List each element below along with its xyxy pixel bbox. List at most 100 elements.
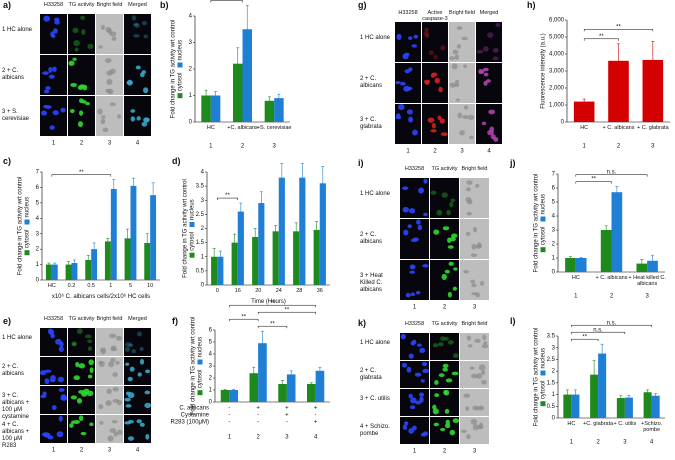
bar (124, 238, 131, 280)
lane-number: 3 (285, 435, 289, 441)
cell (466, 335, 471, 341)
column-header: Bright field (449, 10, 475, 16)
bar (264, 100, 275, 122)
cell (144, 117, 150, 122)
treatment-mark: - (286, 420, 288, 426)
bar (210, 95, 221, 122)
cell (72, 27, 79, 34)
column-header: Bright field (96, 2, 123, 8)
legend: cytosol nucleus (197, 337, 204, 396)
row-label: 1 HC alone (360, 35, 391, 41)
legend-label: nucleus (541, 348, 547, 369)
treatment-mark: + (314, 420, 318, 426)
cell (409, 270, 416, 274)
x-tick-label: 0.5 (87, 283, 95, 289)
y-tick-label: 2 (201, 226, 205, 232)
x-tick-label: HC (571, 275, 580, 281)
cell (403, 85, 411, 92)
error-bar (245, 5, 249, 54)
cell (127, 392, 135, 399)
cell (126, 79, 133, 86)
lane-number: 2 (80, 448, 84, 454)
cell (115, 335, 122, 341)
bar (233, 63, 243, 122)
cell (76, 397, 83, 404)
column-header: Merged (128, 316, 147, 322)
x-tick-label: 10 (147, 283, 154, 289)
cell (107, 88, 114, 95)
cell (75, 361, 80, 368)
error-bar (315, 221, 319, 239)
panel-label: l) (510, 316, 516, 326)
significance-bracket (51, 174, 112, 177)
error-bar (223, 389, 227, 391)
legend-swatch (24, 250, 30, 256)
y-tick-label: 2 (552, 369, 556, 375)
cell (58, 388, 65, 392)
significance-bracket (571, 338, 599, 342)
bar (278, 384, 287, 402)
y-axis-title: Fold change in TG activity wrt control (534, 328, 540, 427)
column-header: H33258 (404, 166, 425, 172)
cell (410, 341, 415, 346)
cell (438, 373, 445, 378)
bar (249, 373, 259, 402)
cell (478, 364, 486, 371)
cell (398, 104, 405, 111)
row-label: 1 HC alone (360, 339, 391, 346)
cell (422, 431, 429, 436)
cell (109, 102, 116, 107)
lane-number: 1 (228, 435, 232, 441)
bar (104, 241, 111, 280)
cell (483, 72, 489, 77)
cell (456, 44, 462, 49)
x-tick-label: +C. glabrata (583, 421, 614, 427)
cell (436, 209, 443, 216)
lane-number: 4 (487, 149, 491, 155)
cell (404, 421, 409, 426)
error-bar (627, 394, 631, 400)
y-tick-label: 3 (201, 198, 205, 204)
cell (449, 201, 454, 208)
cell (56, 431, 64, 438)
x-tick-label: 1 (109, 283, 113, 289)
cell (465, 231, 471, 237)
cell (50, 333, 55, 339)
cell (452, 418, 460, 424)
cell (483, 80, 488, 86)
cell (42, 71, 49, 75)
significance-bracket (583, 38, 619, 41)
cell (141, 20, 147, 26)
cell (441, 192, 448, 198)
x-tick-label: + C. albicans (595, 275, 628, 281)
error-bar (106, 238, 110, 245)
cell (411, 44, 418, 48)
legend-label: nucleus (190, 199, 196, 220)
cell (111, 36, 117, 41)
treatment-mark: + (285, 413, 289, 419)
cell (43, 15, 51, 22)
legend-label: nucleus (178, 40, 184, 61)
cell (430, 190, 437, 195)
cell (400, 333, 406, 340)
legend-swatch (540, 370, 546, 376)
cell (430, 73, 435, 78)
cell (492, 56, 499, 61)
lane-number: 1 (413, 305, 417, 311)
y-tick-label: 0 (209, 400, 213, 406)
cell (475, 244, 483, 249)
cell (471, 243, 477, 250)
significance-bracket (583, 29, 654, 32)
cell (408, 116, 414, 123)
cell (465, 406, 470, 411)
y-tick-label: 5 (209, 340, 213, 346)
legend: cytosol nucleus (189, 199, 196, 258)
lane-number: 2 (433, 149, 437, 155)
y-tick-label: 2 (189, 67, 193, 73)
row-label: 2 + C. albicans (360, 76, 383, 89)
cell (465, 197, 472, 202)
cell (457, 112, 463, 119)
legend: cytosol nucleus (540, 348, 547, 407)
